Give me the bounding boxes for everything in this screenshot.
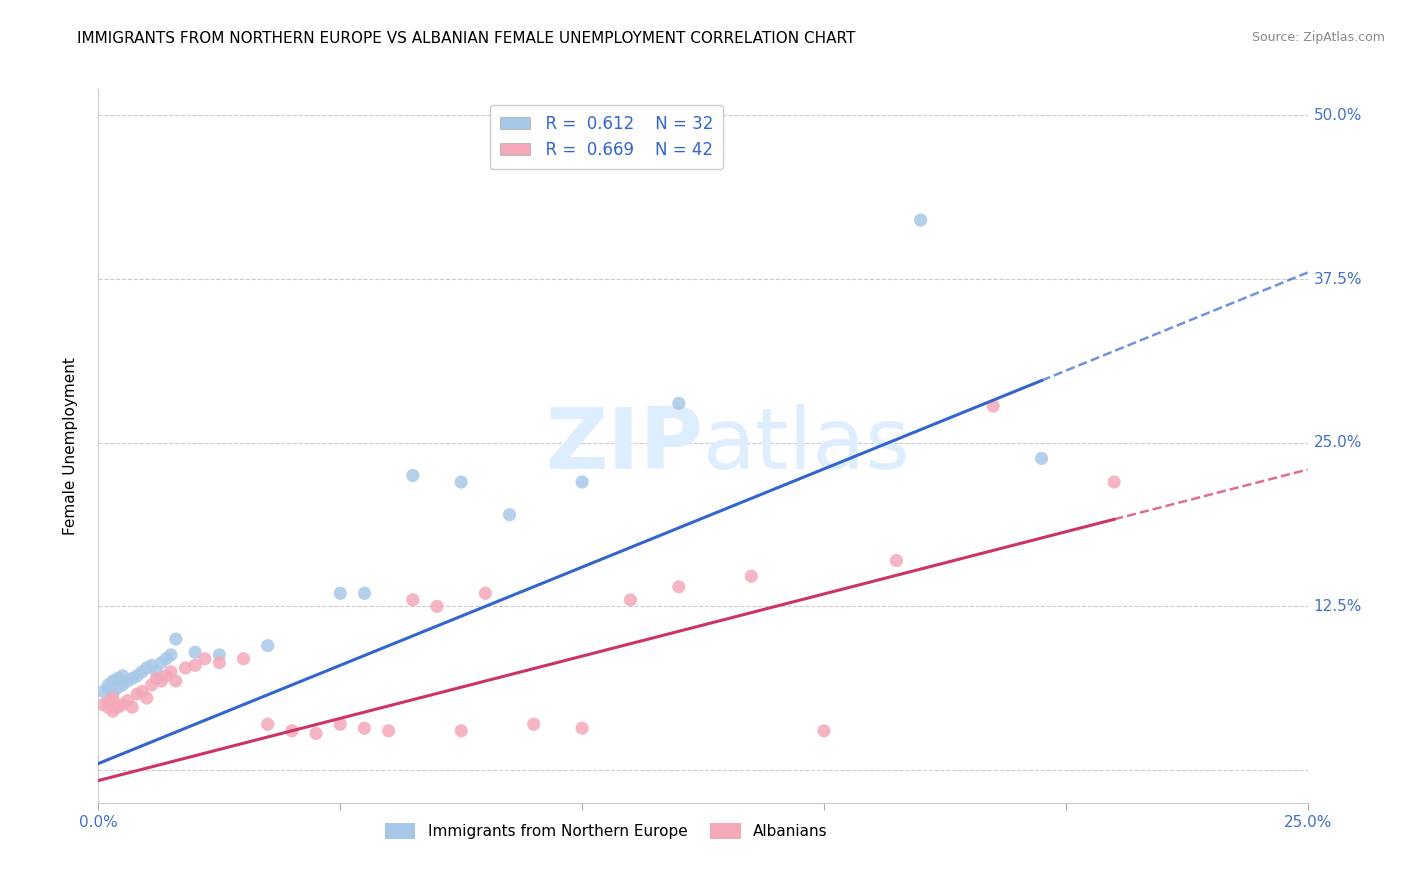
Point	[571, 721, 593, 735]
Point	[131, 665, 153, 679]
Text: 25.0%: 25.0%	[1313, 435, 1362, 450]
Point	[107, 672, 129, 686]
Point	[121, 700, 143, 714]
Point	[155, 652, 177, 666]
Point	[127, 669, 149, 683]
Point	[117, 694, 139, 708]
Point	[121, 672, 143, 686]
Point	[281, 723, 304, 738]
Point	[813, 723, 835, 738]
Point	[353, 721, 375, 735]
Y-axis label: Female Unemployment: Female Unemployment	[63, 357, 77, 535]
Point	[981, 399, 1004, 413]
Point	[232, 652, 254, 666]
Point	[91, 684, 114, 698]
Point	[256, 717, 278, 731]
Point	[353, 586, 375, 600]
Point	[97, 700, 120, 714]
Point	[402, 468, 425, 483]
Text: atlas: atlas	[703, 404, 911, 488]
Point	[150, 656, 173, 670]
Point	[135, 691, 157, 706]
Point	[101, 691, 124, 706]
Point	[155, 669, 177, 683]
Point	[426, 599, 449, 614]
Point	[135, 661, 157, 675]
Text: 50.0%: 50.0%	[1313, 108, 1362, 123]
Point	[141, 658, 163, 673]
Point	[208, 656, 231, 670]
Point	[1031, 451, 1053, 466]
Legend: Immigrants from Northern Europe, Albanians: Immigrants from Northern Europe, Albania…	[378, 817, 834, 845]
Point	[377, 723, 399, 738]
Point	[107, 681, 129, 695]
Point	[97, 678, 120, 692]
Point	[174, 661, 197, 675]
Point	[145, 665, 167, 679]
Point	[329, 586, 352, 600]
Point	[101, 704, 124, 718]
Text: 12.5%: 12.5%	[1313, 599, 1362, 614]
Point	[111, 698, 134, 712]
Point	[97, 695, 120, 709]
Point	[571, 475, 593, 489]
Point	[101, 673, 124, 688]
Point	[91, 698, 114, 712]
Point	[523, 717, 546, 731]
Point	[184, 645, 207, 659]
Point	[145, 672, 167, 686]
Point	[305, 726, 328, 740]
Point	[450, 723, 472, 738]
Point	[329, 717, 352, 731]
Point	[111, 669, 134, 683]
Point	[184, 658, 207, 673]
Point	[194, 652, 217, 666]
Point	[127, 687, 149, 701]
Point	[160, 665, 183, 679]
Text: ZIP: ZIP	[546, 404, 703, 488]
Point	[256, 639, 278, 653]
Point	[111, 678, 134, 692]
Point	[117, 673, 139, 688]
Point	[107, 700, 129, 714]
Point	[619, 592, 641, 607]
Point	[886, 553, 908, 567]
Point	[150, 673, 173, 688]
Text: IMMIGRANTS FROM NORTHERN EUROPE VS ALBANIAN FEMALE UNEMPLOYMENT CORRELATION CHAR: IMMIGRANTS FROM NORTHERN EUROPE VS ALBAN…	[77, 31, 856, 46]
Text: 37.5%: 37.5%	[1313, 271, 1362, 286]
Point	[498, 508, 520, 522]
Point	[165, 673, 187, 688]
Point	[402, 592, 425, 607]
Point	[474, 586, 496, 600]
Point	[165, 632, 187, 647]
Point	[101, 687, 124, 701]
Point	[97, 681, 120, 696]
Point	[740, 569, 762, 583]
Point	[1102, 475, 1125, 489]
Text: Source: ZipAtlas.com: Source: ZipAtlas.com	[1251, 31, 1385, 45]
Point	[450, 475, 472, 489]
Point	[141, 678, 163, 692]
Point	[910, 213, 932, 227]
Point	[668, 396, 690, 410]
Point	[668, 580, 690, 594]
Point	[160, 648, 183, 662]
Point	[208, 648, 231, 662]
Point	[131, 684, 153, 698]
